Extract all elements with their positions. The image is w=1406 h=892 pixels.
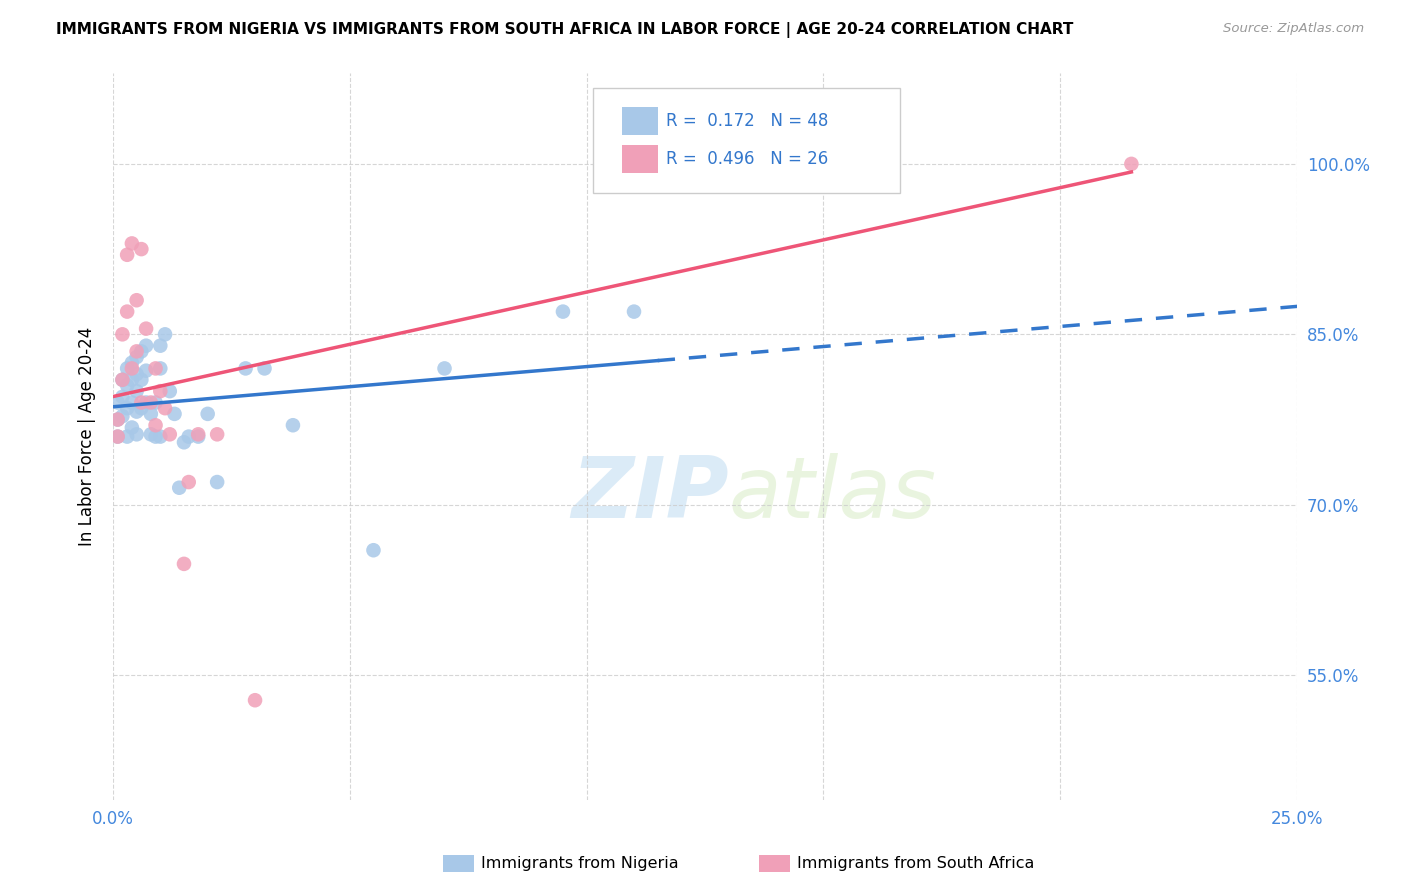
Point (623, 304, 645, 318)
Text: ZIP: ZIP (571, 453, 728, 536)
Point (243, 693, 266, 707)
Point (131, 242, 153, 256)
Point (159, 427, 181, 442)
Point (125, 367, 148, 381)
Point (197, 407, 219, 421)
Point (111, 327, 134, 342)
Text: atlas: atlas (728, 453, 936, 536)
Point (177, 475, 200, 489)
Point (115, 248, 138, 262)
Point (149, 384, 172, 399)
Point (121, 361, 143, 376)
Point (125, 384, 148, 399)
Point (139, 395, 162, 409)
Point (125, 427, 148, 442)
Point (145, 361, 167, 376)
Point (145, 429, 167, 443)
Point (253, 361, 276, 376)
Point (163, 407, 186, 421)
Point (121, 395, 143, 409)
Point (139, 407, 162, 421)
Point (115, 401, 138, 416)
Point (131, 344, 153, 359)
Point (177, 429, 200, 443)
Point (107, 412, 129, 426)
Point (145, 395, 167, 409)
Point (131, 395, 153, 409)
Text: Source: ZipAtlas.com: Source: ZipAtlas.com (1223, 22, 1364, 36)
Point (1121, 157, 1143, 171)
Point (145, 418, 167, 433)
Text: R =  0.172   N = 48: R = 0.172 N = 48 (666, 112, 828, 130)
Text: Immigrants from South Africa: Immigrants from South Africa (797, 856, 1035, 871)
Point (281, 418, 304, 433)
Y-axis label: In Labor Force | Age 20-24: In Labor Force | Age 20-24 (79, 327, 96, 546)
Text: R =  0.496   N = 26: R = 0.496 N = 26 (666, 150, 828, 168)
Point (121, 356, 143, 370)
FancyBboxPatch shape (592, 87, 900, 193)
Point (135, 364, 157, 378)
Point (115, 361, 138, 376)
Point (173, 557, 195, 571)
Point (115, 429, 138, 443)
Point (139, 427, 162, 442)
Point (125, 344, 148, 359)
Point (125, 350, 148, 364)
FancyBboxPatch shape (623, 145, 658, 173)
Point (149, 429, 172, 443)
Point (107, 395, 129, 409)
Text: Immigrants from Nigeria: Immigrants from Nigeria (481, 856, 679, 871)
Point (149, 361, 172, 376)
Point (121, 373, 143, 387)
Point (121, 236, 143, 251)
Point (131, 373, 153, 387)
Point (623, 157, 645, 171)
Point (235, 361, 257, 376)
Point (111, 373, 134, 387)
Point (131, 401, 153, 416)
Point (115, 304, 138, 318)
Point (205, 427, 228, 442)
FancyBboxPatch shape (623, 107, 658, 135)
Point (121, 420, 143, 434)
Point (111, 373, 134, 387)
Point (135, 339, 157, 353)
Point (205, 475, 228, 489)
Point (115, 378, 138, 392)
Point (153, 401, 176, 416)
Point (135, 395, 157, 409)
Point (111, 409, 134, 424)
Point (107, 412, 129, 426)
Point (167, 481, 190, 495)
Text: IMMIGRANTS FROM NIGERIA VS IMMIGRANTS FROM SOUTH AFRICA IN LABOR FORCE | AGE 20-: IMMIGRANTS FROM NIGERIA VS IMMIGRANTS FR… (56, 22, 1074, 38)
Point (149, 339, 172, 353)
Point (125, 293, 148, 308)
Point (135, 321, 157, 335)
Point (111, 390, 134, 404)
Point (153, 327, 176, 342)
Point (173, 435, 195, 450)
Point (187, 429, 209, 443)
Point (433, 361, 456, 376)
Point (363, 543, 385, 558)
Point (187, 427, 209, 442)
Point (107, 429, 129, 443)
Point (107, 429, 129, 443)
Point (159, 384, 181, 399)
Point (125, 404, 148, 418)
Point (551, 304, 574, 318)
